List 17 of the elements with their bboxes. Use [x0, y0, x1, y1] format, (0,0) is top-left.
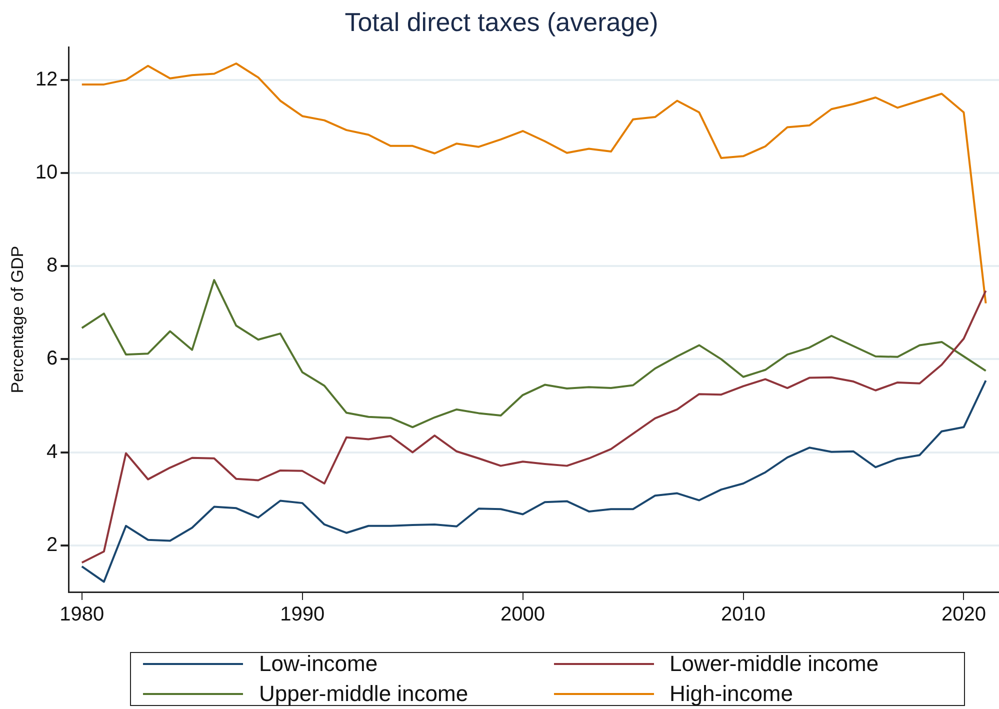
x-tick-label: 2020 [941, 604, 986, 626]
legend-label: Upper-middle income [259, 681, 468, 707]
x-tick-label: 1980 [60, 604, 104, 626]
y-tick-label: 10 [35, 161, 58, 184]
y-tick-label: 8 [46, 254, 58, 277]
y-axis-title: Percentage of GDP [8, 246, 27, 394]
y-tick-label: 4 [46, 440, 58, 463]
chart-title: Total direct taxes (average) [344, 6, 658, 37]
legend-label: Lower-middle income [670, 651, 879, 677]
legend-label: Low-income [259, 651, 378, 677]
x-tick-label: 2000 [500, 604, 546, 626]
y-tick-label: 2 [46, 534, 58, 556]
y-tick-label: 12 [35, 68, 58, 90]
x-tick-label: 1990 [280, 604, 325, 626]
legend-label: High-income [670, 681, 793, 707]
y-tick-label: 6 [46, 348, 58, 370]
x-tick-label: 2010 [721, 604, 766, 626]
